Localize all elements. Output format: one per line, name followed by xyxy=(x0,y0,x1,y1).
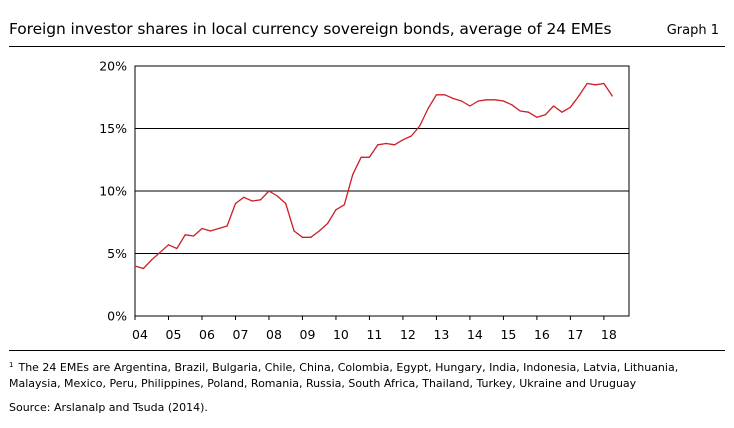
data-point xyxy=(611,95,613,97)
y-tick-label: 10% xyxy=(99,184,127,199)
data-point xyxy=(360,156,362,158)
data-point xyxy=(502,100,505,102)
footnote: 1 The 24 EMEs are Argentina, Brazil, Bulg… xyxy=(9,360,725,392)
x-tick-label: 12 xyxy=(400,327,416,342)
data-point xyxy=(251,200,253,202)
chart-title: Foreign investor shares in local currenc… xyxy=(9,20,612,38)
data-point xyxy=(553,105,555,107)
footnote-text: The 24 EMEs are Argentina, Brazil, Bulga… xyxy=(9,361,679,390)
data-point xyxy=(201,227,203,230)
x-tick-label: 16 xyxy=(534,327,550,342)
data-point xyxy=(410,135,412,137)
plot-frame xyxy=(134,65,630,317)
data-point xyxy=(184,234,186,236)
x-tick-label: 05 xyxy=(166,327,182,342)
y-tick-label: 0% xyxy=(107,309,127,324)
data-point xyxy=(268,190,270,192)
x-tick-label: 08 xyxy=(266,327,282,342)
data-point xyxy=(318,230,320,232)
x-tick-label: 13 xyxy=(433,327,449,342)
data-point xyxy=(586,82,588,85)
data-point xyxy=(569,106,571,108)
data-point xyxy=(393,144,396,146)
line-chart: 0% 5% 10% 15% 20% 04 05 06 07 08 09 10 11 12 13 14 15 16 1… xyxy=(99,59,630,342)
chart-header: Foreign investor shares in local currenc… xyxy=(9,0,725,46)
data-point xyxy=(385,142,387,145)
data-point xyxy=(259,199,262,201)
data-point xyxy=(142,267,144,270)
data-point xyxy=(293,230,295,232)
data-point xyxy=(460,100,463,102)
data-point xyxy=(352,174,354,176)
source-note: Source: Arslanalp and Tsuda (2014). xyxy=(9,401,208,414)
x-tick-label: 07 xyxy=(233,327,249,342)
data-point xyxy=(310,236,312,238)
data-point xyxy=(444,94,446,96)
x-tick-label: 18 xyxy=(601,327,617,342)
data-point xyxy=(477,100,479,102)
data-point xyxy=(435,94,438,96)
data-point xyxy=(544,114,546,116)
data-point xyxy=(527,111,530,113)
data-point xyxy=(234,202,237,205)
data-point xyxy=(536,116,538,118)
data-point xyxy=(519,110,521,112)
header-divider xyxy=(9,46,725,47)
data-point xyxy=(218,227,220,230)
data-point xyxy=(594,84,597,86)
data-point xyxy=(209,230,211,232)
data-point xyxy=(343,204,345,206)
data-point xyxy=(301,236,304,238)
data-point xyxy=(419,125,421,127)
footnote-marker: 1 xyxy=(9,361,14,369)
x-tick-label: 17 xyxy=(567,327,583,342)
data-point xyxy=(603,82,605,85)
data-point xyxy=(578,95,580,97)
data-point xyxy=(486,99,488,101)
data-point xyxy=(561,111,563,113)
data-point xyxy=(243,196,245,198)
data-point xyxy=(176,247,178,250)
graph-number-label: Graph 1 xyxy=(666,23,719,38)
data-point xyxy=(134,265,136,267)
data-point xyxy=(167,244,170,246)
data-point xyxy=(511,104,513,106)
x-tick-label: 15 xyxy=(500,327,516,342)
x-tick-label: 10 xyxy=(333,327,349,342)
y-tick-label: 5% xyxy=(107,246,127,261)
data-point xyxy=(469,105,471,107)
data-point xyxy=(159,251,161,253)
data-point xyxy=(368,156,371,158)
x-tick-label: 06 xyxy=(199,327,215,342)
x-tick-label: 09 xyxy=(300,327,316,342)
y-tick-label: 20% xyxy=(99,59,127,74)
data-point xyxy=(335,209,337,211)
data-point xyxy=(285,202,287,205)
data-point xyxy=(402,139,404,141)
x-tick-label: 11 xyxy=(366,327,382,342)
data-point xyxy=(326,222,329,225)
series-line-0 xyxy=(134,82,613,270)
data-point xyxy=(452,97,454,100)
data-point xyxy=(427,107,429,110)
data-point xyxy=(193,235,195,237)
data-point xyxy=(276,195,278,197)
x-tick-label: 04 xyxy=(132,327,148,342)
data-point xyxy=(226,225,228,227)
footer-divider xyxy=(9,350,725,351)
data-point xyxy=(494,99,496,101)
x-tick-label: 14 xyxy=(467,327,483,342)
data-point xyxy=(151,259,153,261)
data-point xyxy=(377,144,379,146)
y-tick-label: 15% xyxy=(99,121,127,136)
